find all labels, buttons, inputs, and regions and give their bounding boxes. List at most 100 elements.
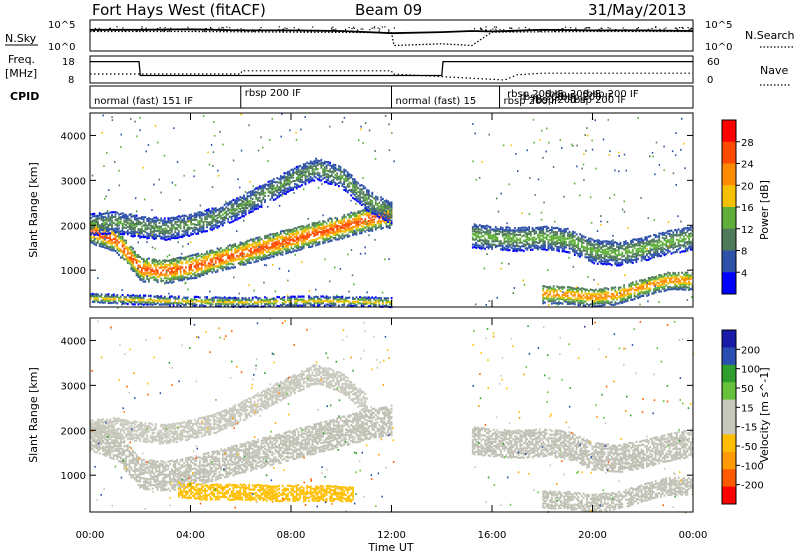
heat-cell (496, 239, 499, 243)
heat-cell (283, 230, 286, 233)
heat-cell (371, 195, 374, 199)
heat-cell (295, 231, 298, 234)
heat-cell (359, 188, 361, 191)
heat-cell (661, 248, 664, 251)
heat-cell (609, 253, 611, 256)
heat-cell (357, 300, 360, 303)
heat-cell (234, 243, 236, 246)
heat-cell (327, 300, 330, 303)
heat-cell (521, 241, 523, 244)
heat-cell (141, 222, 143, 225)
heat-cell (91, 241, 94, 244)
heat-cell (200, 211, 203, 214)
heat-cell (213, 299, 215, 302)
heat-cell (360, 203, 363, 206)
heat-cell (362, 191, 365, 194)
heat-cell (95, 221, 98, 224)
heat-cell (626, 250, 629, 253)
heat-cell (121, 250, 124, 253)
heat-cell (366, 201, 368, 204)
heat-cell (186, 260, 189, 263)
heat-cell (170, 223, 173, 226)
heat-cell (121, 254, 124, 257)
heat-cell (216, 247, 219, 250)
heat-cell (97, 298, 99, 301)
heat-cell (570, 235, 573, 238)
heat-cell (237, 255, 240, 258)
noise-dot (284, 27, 286, 29)
heat-cell (646, 238, 648, 241)
heat-cell (287, 304, 289, 307)
heat-cell (554, 227, 557, 230)
heat-cell (200, 301, 203, 304)
heat-cell (186, 217, 189, 220)
heat-cell (137, 300, 140, 303)
heat-cell (267, 187, 270, 190)
noise-dot (632, 30, 634, 32)
heat-cell (167, 217, 170, 220)
heat-cell (118, 217, 120, 220)
heat-cell (612, 259, 615, 262)
heat-cell (605, 245, 608, 248)
heat-cell (276, 234, 279, 237)
heat-cell (244, 241, 247, 244)
heat-cell (185, 223, 187, 226)
heat-cell (199, 213, 201, 216)
heat-cell (126, 246, 129, 249)
noise-dot (115, 29, 117, 31)
heat-cell (624, 242, 627, 245)
heat-cell (610, 249, 613, 252)
heat-cell (600, 240, 603, 243)
heat-cell (542, 295, 545, 298)
heat-cell (192, 227, 194, 230)
heat-cell (589, 258, 592, 262)
heat-cell (281, 250, 284, 253)
heat-cell (630, 258, 632, 261)
heat-cell (209, 210, 212, 213)
heat-cell (202, 214, 205, 217)
heat-cell (102, 232, 105, 235)
heat-cell (104, 226, 106, 229)
heat-cell (139, 234, 141, 237)
heat-cell (186, 226, 189, 230)
heat-cell (186, 276, 189, 279)
heat-cell (352, 188, 354, 191)
heat-cell (279, 194, 282, 197)
heat-cell (105, 225, 108, 228)
heat-cell (515, 247, 518, 250)
noise-dot (557, 28, 559, 30)
heat-cell (218, 299, 221, 302)
heat-cell (253, 250, 256, 253)
noise-dot (371, 27, 373, 29)
heat-cell (244, 299, 247, 302)
heat-cell (316, 302, 319, 305)
heat-cell (336, 219, 338, 222)
heat-cell (250, 190, 252, 193)
heat-cell (95, 299, 98, 302)
heat-cell (309, 298, 312, 301)
heat-cell (378, 211, 381, 215)
heat-cell (299, 174, 302, 177)
heat-cell (139, 300, 141, 303)
heat-cell (295, 185, 298, 188)
heat-cell (653, 256, 655, 259)
heat-cell (294, 179, 296, 183)
heat-cell (130, 250, 133, 253)
heat-cell (134, 218, 136, 221)
heat-cell (642, 243, 645, 246)
heat-cell (598, 243, 601, 246)
heat-cell (654, 250, 657, 253)
heat-cell (227, 257, 229, 260)
heat-cell (656, 253, 659, 256)
heat-cell (119, 232, 122, 235)
heat-cell (338, 298, 340, 301)
heat-cell (202, 260, 205, 263)
heat-cell (170, 274, 173, 277)
heat-cell (125, 239, 127, 242)
heat-cell (385, 304, 388, 308)
heat-cell (380, 299, 382, 302)
heat-cell (253, 256, 256, 259)
heat-cell (544, 248, 546, 251)
heat-cell (630, 255, 632, 258)
heat-cell (265, 303, 268, 306)
